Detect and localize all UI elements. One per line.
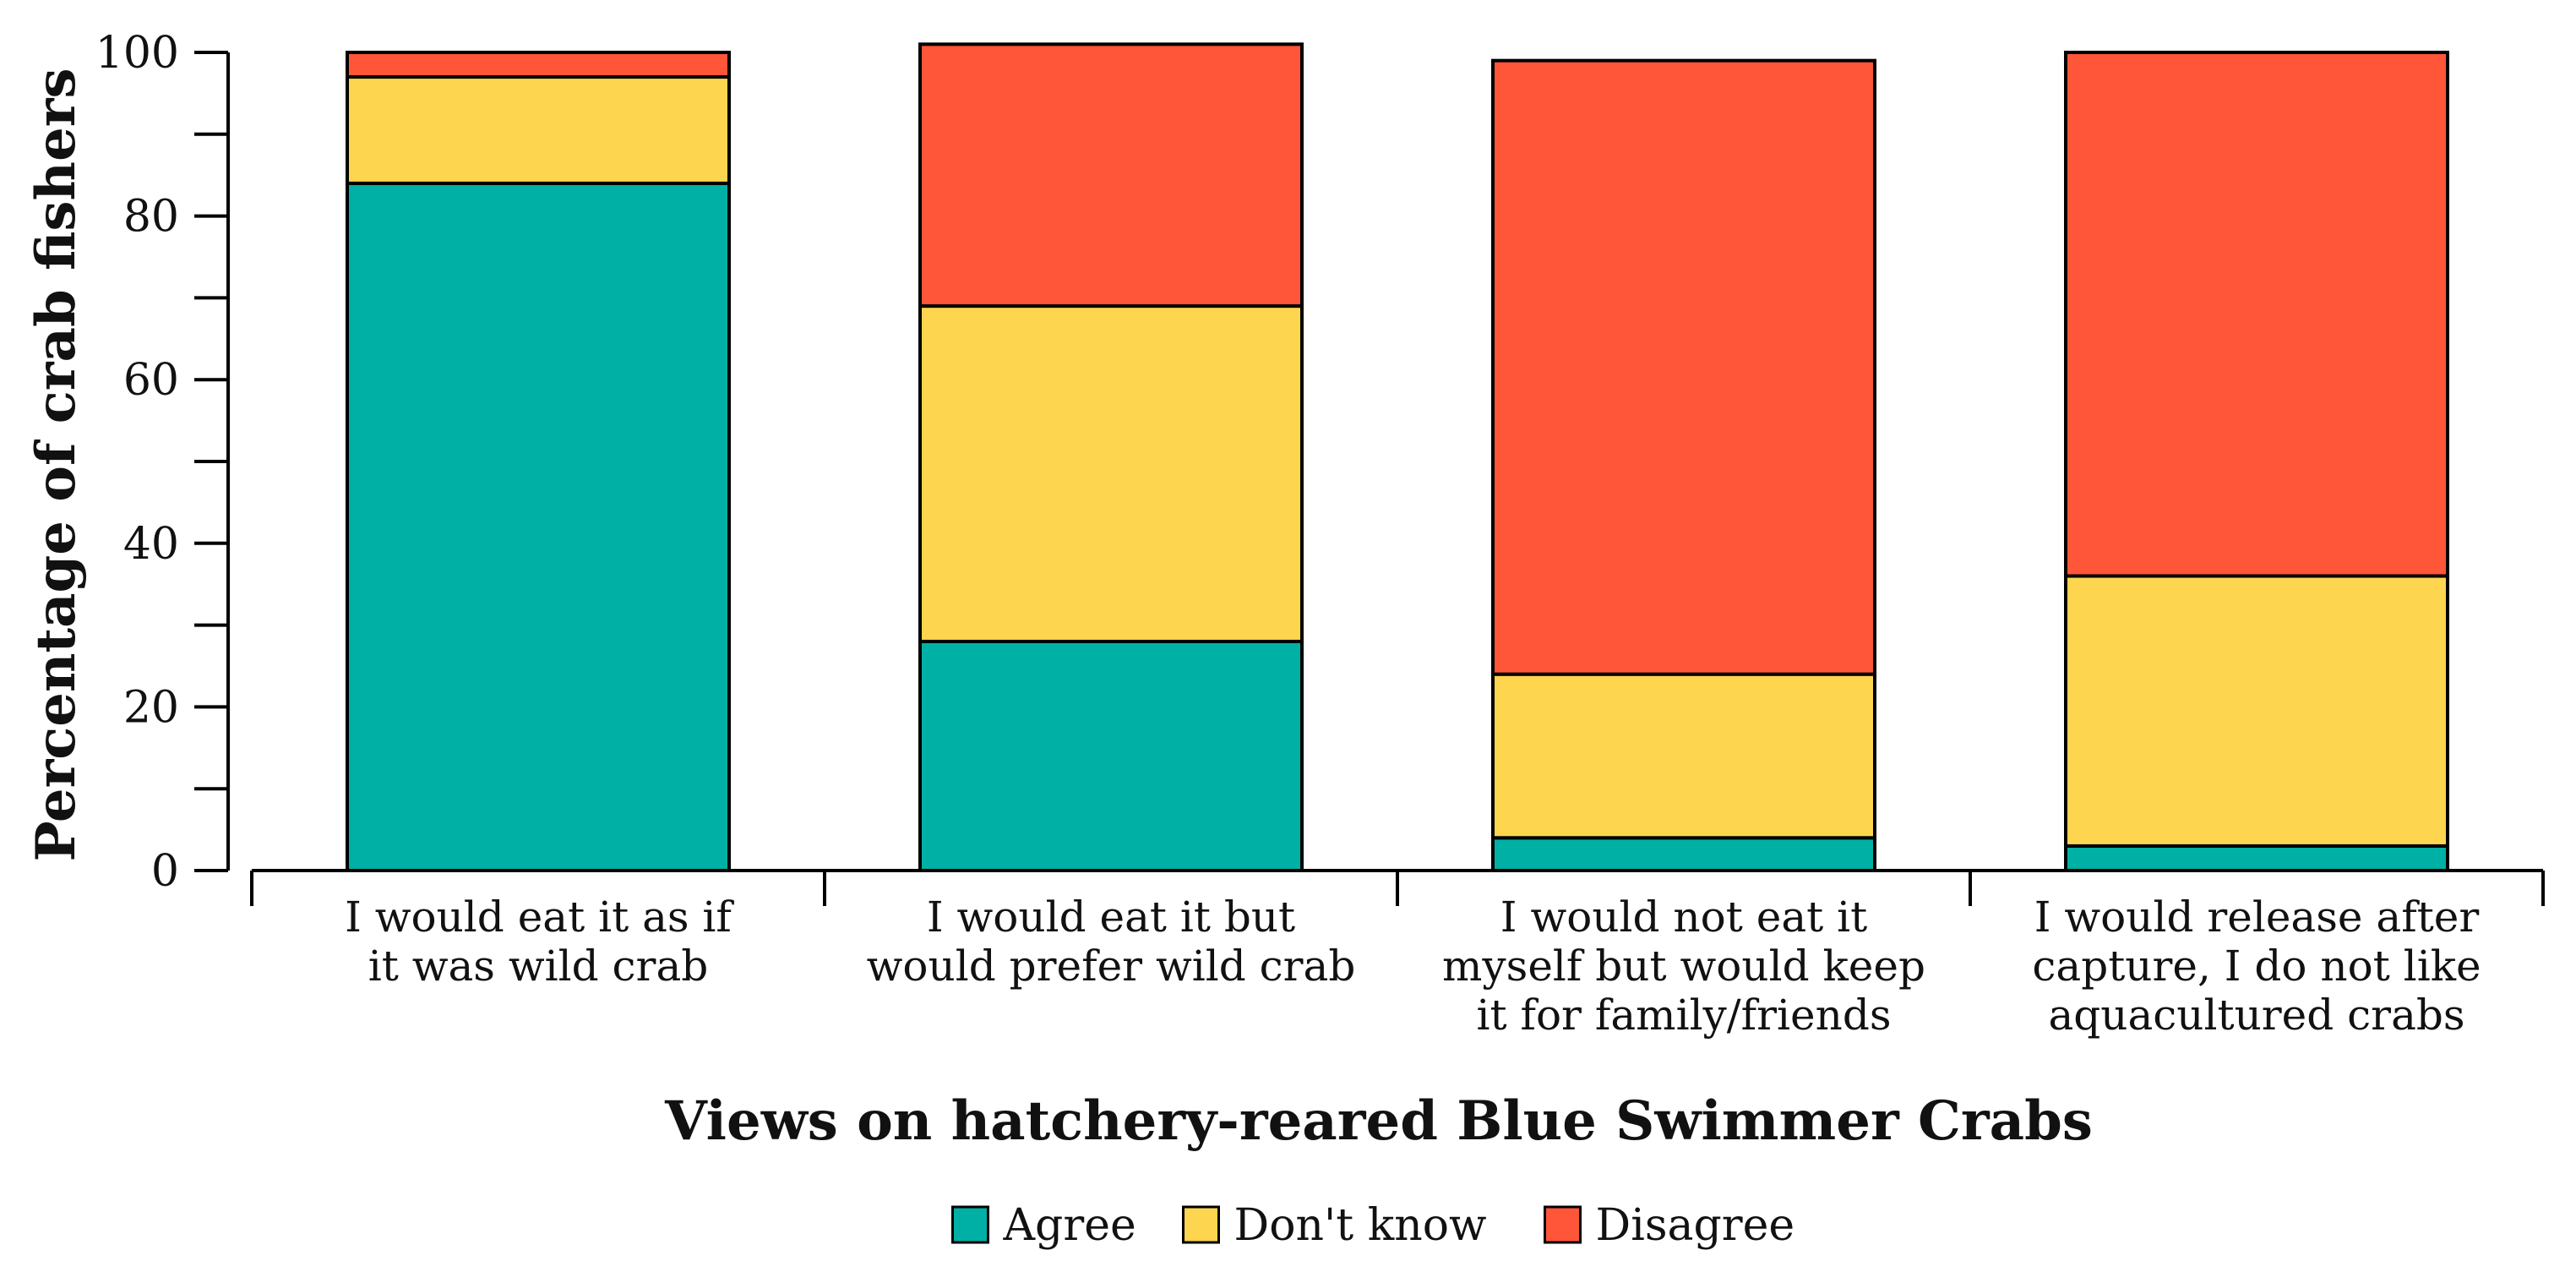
x-tick-label-line: it was wild crab [368, 942, 709, 991]
bar-segment [1491, 58, 1876, 676]
x-tick-label-line: capture, I do not like [2032, 942, 2481, 991]
bar-segment [346, 51, 731, 79]
bar-segment [2064, 574, 2449, 848]
legend: Agree Don't know Disagree [951, 1200, 1795, 1251]
y-tick-label: 20 [123, 682, 179, 733]
y-tick-label: 100 [95, 28, 179, 79]
x-tick-label: I would eat it as if it was wild crab [345, 893, 734, 991]
legend-label: Disagree [1596, 1200, 1795, 1251]
bar-segment [918, 42, 1304, 308]
bar-segment [2064, 51, 2449, 578]
x-axis-title: Views on hatchery-reared Blue Swimmer Cr… [664, 1089, 2093, 1153]
bar-segment [918, 304, 1304, 643]
y-tick-label: 40 [123, 519, 179, 570]
bar-segment [2064, 844, 2449, 873]
x-tick-label-line: would prefer wild crab [867, 942, 1356, 991]
y-tick-label: 60 [123, 355, 179, 406]
x-tick-label-line: myself but would keep [1442, 942, 1925, 991]
x-tick-label-line: I would eat it but [927, 893, 1295, 942]
y-axis-title: Percentage of crab fishers [25, 68, 88, 861]
legend-swatch [1182, 1205, 1220, 1244]
x-tick-label-line: aquacultured crabs [2048, 991, 2464, 1040]
legend-item: Disagree [1544, 1200, 1795, 1251]
x-tick-label-line: I would not eat it [1500, 893, 1867, 942]
x-tick-label: I would not eat it myself but would keep i… [1442, 893, 1925, 1040]
x-tick-label-line: it for family/friends [1476, 991, 1891, 1040]
legend-item: Agree [951, 1200, 1136, 1251]
x-tick-label: I would release after capture, I do not l… [2032, 893, 2481, 1040]
legend-label: Don't know [1234, 1200, 1487, 1251]
bar-segment [346, 75, 731, 185]
legend-swatch [951, 1205, 989, 1244]
bar-segment [346, 181, 731, 872]
y-tick-label: 80 [123, 192, 179, 243]
x-tick-label: I would eat it but would prefer wild crab [867, 893, 1356, 991]
legend-label: Agree [1003, 1200, 1136, 1251]
x-tick-label-line: I would eat it as if [345, 893, 734, 942]
y-tick-label: 0 [151, 846, 179, 897]
legend-item: Don't know [1182, 1200, 1487, 1251]
bar-segment [918, 639, 1304, 873]
bar-segment [1491, 836, 1876, 873]
x-tick-label-line: I would release after [2034, 893, 2480, 942]
legend-swatch [1544, 1205, 1582, 1244]
bar-segment [1491, 672, 1876, 840]
